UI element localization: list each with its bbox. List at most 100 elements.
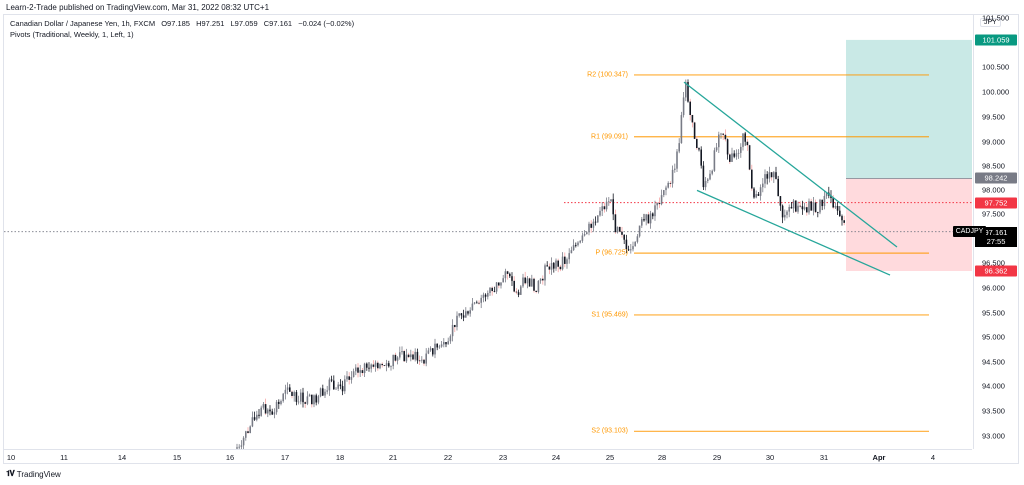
candle-body (667, 182, 669, 188)
legend-low: L97.059 (230, 19, 258, 28)
candle-body (627, 249, 630, 251)
candle-body (491, 287, 493, 292)
candle-body (669, 182, 672, 184)
candle-body (251, 417, 254, 427)
candle-body (427, 350, 430, 354)
candle-body (324, 391, 326, 396)
time-label: 17 (280, 453, 290, 462)
candle-body (553, 263, 555, 269)
time-axis[interactable]: 10 11 14 15 16 17 18 21 22 23 24 25 28 29 30 31 Apr 4 (4, 449, 972, 465)
candle-body (733, 153, 735, 157)
candle-body (361, 370, 364, 374)
candle-body (480, 297, 482, 303)
candle-body (280, 401, 282, 404)
candle-body (830, 195, 832, 199)
candle-body (520, 286, 522, 295)
candle-body (385, 363, 388, 366)
currency-label[interactable]: JPY (980, 18, 1001, 27)
candle-body (456, 315, 458, 328)
time-label: 25 (605, 453, 615, 462)
candle-body (748, 145, 751, 170)
footer-brand[interactable]: 𝟏𝐕 TradingView (6, 469, 61, 479)
time-label: 15 (172, 453, 182, 462)
price-label: 99.500 (982, 112, 1005, 122)
candle-body (484, 294, 487, 297)
price-label: 94.000 (982, 381, 1005, 391)
candle-body (583, 234, 586, 236)
candle-body (746, 141, 749, 146)
candle-body (812, 202, 815, 211)
candle-body (273, 412, 276, 415)
candle-body (630, 249, 632, 251)
candle-body (709, 173, 711, 180)
time-label: Apr (872, 453, 886, 462)
chart-plot-area[interactable]: R2 (100.347) R1 (99.091) P (96.725) S1 (95.… (4, 15, 972, 449)
candle-body (722, 133, 724, 135)
candle-body (498, 282, 500, 286)
price-label: 99.000 (982, 137, 1005, 147)
candle-body (715, 147, 718, 151)
candle-body (680, 115, 683, 144)
candle-body (588, 223, 590, 233)
candle-body (570, 250, 573, 254)
candle-body (531, 278, 533, 287)
candle-body (372, 364, 375, 367)
candle-body (388, 363, 390, 367)
candle-body (779, 196, 782, 206)
time-label: 14 (117, 453, 127, 462)
candle-body (460, 313, 463, 316)
stop-price-tag: 96.362 (975, 265, 1017, 277)
candle-body (548, 266, 551, 270)
candle-body (313, 395, 315, 405)
candle-body (355, 367, 357, 372)
candle-body (504, 271, 507, 279)
candle-body (597, 215, 599, 223)
price-label: 100.000 (982, 87, 1010, 97)
candle-body (423, 359, 425, 364)
symbol-price-tag: CADJPY (953, 226, 986, 238)
candle-body (317, 396, 320, 403)
candle-body (282, 393, 284, 402)
candle-body (396, 357, 399, 361)
candle-body (473, 302, 476, 304)
candle-body (704, 181, 707, 188)
candle-body (447, 341, 449, 345)
time-label: 16 (225, 453, 235, 462)
legend-indicator[interactable]: Pivots (Traditional, Weekly, 1, Left, 1) (10, 30, 134, 39)
publisher-line: Learn-2-Trade published on TradingView.c… (6, 3, 270, 12)
candle-body (434, 343, 436, 355)
candle-body (242, 437, 245, 446)
candle-body (363, 363, 366, 374)
candle-body (522, 277, 524, 287)
candle-body (603, 206, 606, 210)
stop-zone (846, 178, 972, 271)
candle-body (533, 278, 535, 291)
candle-body (775, 172, 777, 179)
candle-body (814, 202, 817, 213)
candle-body (654, 205, 656, 217)
candle-body (487, 292, 489, 297)
candle-body (636, 236, 639, 242)
price-label: 98.000 (982, 185, 1005, 195)
pivot-label-s2: S2 (93.103) (591, 427, 628, 435)
candle-body (236, 447, 238, 449)
candle-body (333, 380, 335, 390)
price-label: 95.500 (982, 308, 1005, 318)
candle-body (403, 351, 405, 362)
candle-body (275, 401, 278, 413)
candle-body (253, 417, 256, 420)
legend-symbol-row[interactable]: Canadian Dollar / Japanese Yen, 1h, FXCM… (10, 18, 354, 29)
candle-body (262, 404, 265, 408)
candle-body (797, 205, 799, 212)
time-label: 11 (60, 453, 68, 462)
candle-body (440, 344, 443, 347)
price-chart[interactable] (4, 15, 972, 449)
candle-body (465, 311, 467, 318)
candle-body (286, 387, 289, 390)
candle-body (315, 395, 317, 403)
candle-body (764, 174, 766, 184)
candle-body (495, 282, 498, 292)
candle-body (564, 256, 566, 264)
candle-body (623, 234, 625, 240)
candle-body (841, 216, 843, 221)
